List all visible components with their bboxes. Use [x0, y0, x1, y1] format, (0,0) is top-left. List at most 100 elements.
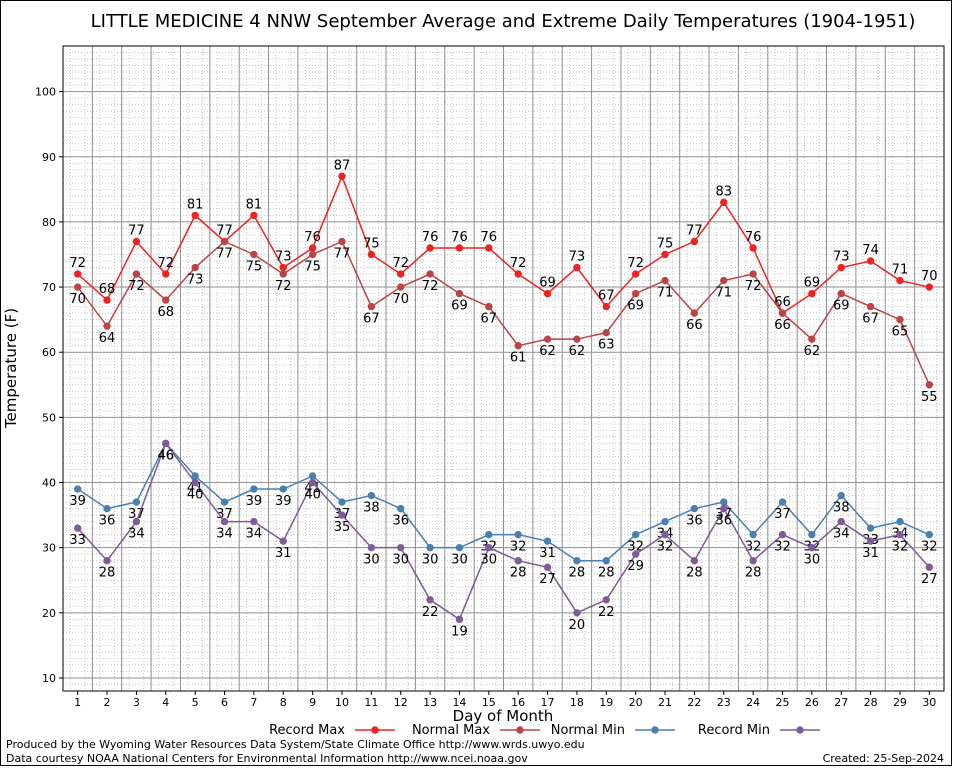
legend-marker-normal-min: [651, 726, 659, 734]
normal-min-point: [749, 530, 757, 539]
normal-max-point: [808, 335, 816, 343]
normal-min-value-label: 36: [99, 514, 116, 529]
record-max-point: [514, 270, 522, 278]
record-max-value-label: 83: [715, 184, 732, 199]
record-max-value-label: 66: [774, 295, 791, 310]
record-min-value-label: 34: [216, 527, 233, 542]
normal-min-point: [191, 472, 199, 480]
normal-max-value-label: 70: [392, 292, 409, 307]
record-max-point: [338, 172, 346, 181]
y-tick-label: 50: [42, 411, 56, 424]
x-tick-label: 7: [250, 696, 257, 709]
record-max-point: [103, 296, 111, 304]
record-max-value-label: 69: [804, 276, 821, 291]
record-max-point: [397, 270, 405, 278]
x-tick-label: 26: [805, 696, 819, 709]
record-max-point: [631, 270, 640, 278]
normal-min-point: [308, 472, 317, 480]
record-max-value-label: 76: [304, 230, 321, 245]
normal-min-point: [103, 504, 111, 513]
record-min-value-label: 22: [598, 605, 615, 620]
normal-min-value-label: 30: [422, 553, 439, 568]
record-max-point: [602, 302, 610, 311]
record-max-value-label: 71: [892, 263, 909, 278]
normal-max-point: [132, 270, 141, 278]
y-tick-label: 60: [42, 346, 56, 359]
normal-min-point: [808, 530, 816, 539]
record-min-point: [896, 530, 904, 539]
record-min-value-label: 30: [392, 553, 409, 568]
record-min-point: [690, 556, 699, 565]
record-min-value-label: 34: [246, 527, 263, 542]
record-min-value-label: 27: [539, 572, 556, 587]
record-max-value-label: 70: [921, 269, 938, 284]
record-min-value-label: 40: [187, 488, 204, 503]
x-tick-label: 6: [221, 696, 228, 709]
x-tick-label: 5: [192, 696, 199, 709]
record-min-value-label: 32: [657, 540, 674, 555]
record-max-point: [191, 211, 199, 220]
normal-min-point: [455, 543, 464, 552]
y-tick-label: 10: [42, 672, 56, 685]
x-tick-label: 17: [541, 696, 555, 709]
normal-min-value-label: 31: [539, 546, 556, 561]
record-min-point: [367, 543, 376, 552]
x-tick-label: 11: [364, 696, 378, 709]
normal-min-value-label: 36: [686, 514, 703, 529]
record-max-point: [837, 263, 845, 272]
normal-max-point: [73, 283, 82, 291]
record-max-point: [661, 250, 669, 259]
normal-max-point: [631, 289, 640, 298]
record-min-point: [250, 517, 258, 526]
normal-max-point: [250, 250, 258, 259]
x-tick-label: 16: [511, 696, 525, 709]
normal-max-point: [338, 237, 346, 246]
record-min-point: [162, 439, 170, 448]
record-min-series: 33 28 34 46 40 34 34 31 40 35 30 30 22 19 30 28 27 20 22 29…: [69, 439, 938, 639]
normal-min-point: [602, 556, 610, 565]
normal-min-point: [543, 537, 552, 545]
normal-max-value-label: 69: [451, 299, 468, 314]
normal-min-point: [279, 485, 287, 493]
x-tick-label: 4: [162, 696, 169, 709]
record-max-value-label: 77: [216, 223, 233, 238]
normal-max-point: [397, 283, 405, 291]
record-max-point: [896, 276, 904, 285]
record-min-point: [631, 550, 640, 558]
normal-min-value-label: 28: [569, 566, 586, 581]
legend-marker-record-min: [796, 726, 804, 734]
y-tick-label: 70: [42, 281, 56, 294]
record-min-point: [220, 517, 229, 526]
y-tick-label: 30: [42, 542, 56, 555]
legend-label-record-max: Record Max: [269, 723, 345, 738]
normal-max-value-label: 64: [99, 331, 116, 346]
normal-min-value-label: 39: [246, 494, 263, 509]
record-max-point: [925, 283, 934, 291]
record-max-value-label: 72: [69, 256, 86, 271]
record-max-value-label: 81: [187, 197, 204, 212]
record-max-point: [866, 257, 875, 265]
normal-max-value-label: 77: [334, 246, 351, 261]
legend-label-normal-max: Normal Max: [412, 723, 490, 738]
record-min-point: [514, 556, 522, 565]
normal-min-point: [426, 543, 434, 552]
record-min-value-label: 28: [686, 566, 703, 581]
record-min-point: [808, 543, 816, 552]
record-min-point: [602, 596, 610, 604]
normal-min-point: [896, 517, 904, 526]
record-max-value-label: 76: [481, 230, 498, 245]
record-min-value-label: 32: [892, 540, 909, 555]
footer-created: Created: 25-Sep-2024: [823, 752, 944, 765]
normal-max-point: [543, 335, 552, 343]
record-max-value-label: 73: [569, 250, 586, 265]
normal-max-point: [485, 302, 493, 311]
record-max-value-label: 77: [686, 223, 703, 238]
normal-min-point: [573, 556, 581, 565]
record-max-value-label: 72: [510, 256, 527, 271]
normal-max-value-label: 71: [715, 286, 732, 301]
record-min-point: [191, 478, 199, 487]
record-min-point: [338, 511, 346, 519]
normal-min-point: [925, 530, 934, 539]
y-tick-label: 20: [42, 607, 56, 620]
